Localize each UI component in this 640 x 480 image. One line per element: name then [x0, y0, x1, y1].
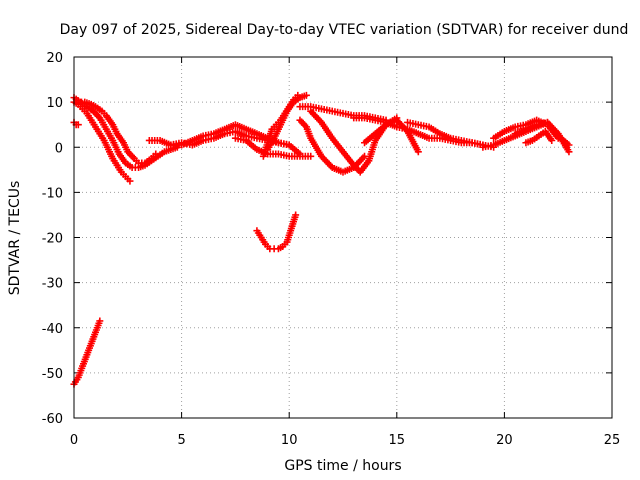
series-arc-t — [253, 211, 300, 253]
series-arc-f — [167, 121, 304, 158]
data-point — [565, 141, 573, 149]
data-point — [74, 121, 82, 129]
x-tick-label: 0 — [70, 433, 78, 448]
series-arc-s — [522, 127, 556, 147]
data-point — [126, 177, 134, 185]
x-axis-title: GPS time / hours — [284, 458, 401, 474]
y-tick-label: 0 — [55, 141, 63, 156]
series-arc-o — [404, 118, 487, 149]
data-point — [307, 152, 315, 160]
y-axis-title: SDTVAR / TECUs — [7, 181, 23, 296]
series-arc-k — [296, 116, 369, 176]
y-tick-label: -40 — [42, 322, 63, 337]
y-tick-label: -50 — [42, 367, 63, 382]
data-point — [414, 148, 422, 156]
x-tick-label: 10 — [281, 433, 298, 448]
x-tick-label: 15 — [389, 433, 406, 448]
x-tick-label: 25 — [604, 433, 621, 448]
series-arc-r — [511, 118, 573, 149]
y-tick-label: -30 — [42, 277, 63, 292]
x-tick-label: 5 — [177, 433, 185, 448]
series-arc-c — [70, 94, 181, 172]
y-tick-label: 20 — [46, 51, 63, 66]
data-point — [292, 211, 300, 219]
data-point — [302, 91, 310, 99]
data-points — [70, 91, 573, 388]
data-point — [565, 148, 573, 156]
chart-title: Day 097 of 2025, Sidereal Day-to-day VTE… — [60, 22, 629, 38]
data-point — [96, 317, 104, 325]
y-tick-label: -60 — [42, 412, 63, 427]
y-tick-label: 10 — [46, 96, 63, 111]
y-tick-label: -20 — [42, 232, 63, 247]
x-tick-label: 20 — [496, 433, 513, 448]
series-arc-a — [70, 98, 134, 185]
x-tick-labels: 0 5 10 15 20 25 — [70, 433, 620, 448]
plot-frame — [73, 56, 613, 419]
series-arc-n — [361, 116, 422, 156]
data-point — [548, 136, 556, 144]
y-tick-label: -10 — [42, 186, 63, 201]
series-arc-i — [264, 91, 310, 154]
y-tick-labels: -60 -50 -40 -30 -20 -10 0 10 20 — [42, 51, 63, 427]
series-arc-d — [70, 118, 82, 129]
series-arc-g — [231, 134, 315, 160]
